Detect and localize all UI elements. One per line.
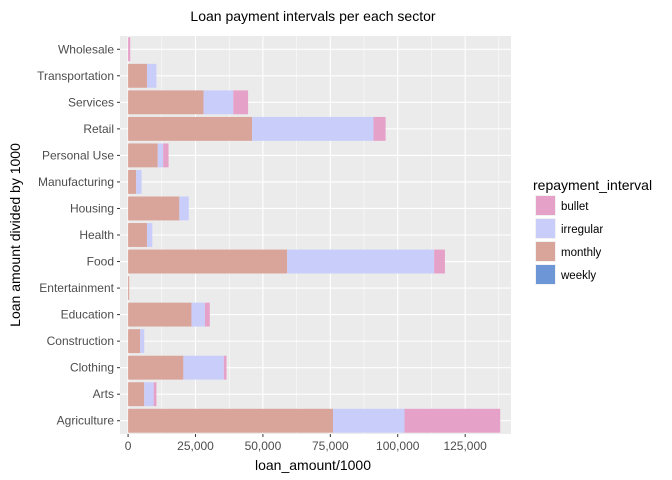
y-tick-label: Manufacturing (38, 175, 114, 189)
x-tick-label: 0 (125, 439, 132, 453)
y-tick-label: Food (87, 255, 114, 269)
legend-items: bullet irregular monthly weekly (535, 195, 603, 285)
bar-arts-bullet (153, 382, 157, 407)
x-tick-label: 125,000 (443, 439, 487, 453)
bar-construction-monthly (128, 329, 141, 354)
y-tick-label: Education (61, 308, 114, 322)
bar-retail-monthly (128, 116, 253, 141)
bar-wholesale-bullet (128, 37, 131, 62)
grid-major (120, 36, 511, 434)
bar-arts-monthly (128, 382, 145, 407)
bar-arts-irregular (144, 382, 154, 407)
bar-transportation-monthly (128, 63, 147, 88)
bar-personal-use-irregular (157, 143, 164, 168)
bar-agriculture-bullet (404, 408, 501, 433)
bar-agriculture-irregular (333, 408, 405, 433)
bar-manufacturing-irregular (136, 169, 142, 194)
bar-services-irregular (203, 90, 234, 115)
bar-food-irregular (287, 249, 435, 274)
bar-retail-irregular (252, 116, 374, 141)
legend-label-monthly: monthly (561, 247, 602, 259)
bar-housing-irregular (179, 196, 189, 221)
bar-retail-bullet (373, 116, 386, 141)
legend-swatch-monthly (536, 242, 555, 261)
x-tick-label: 50,000 (245, 439, 282, 453)
bar-clothing-irregular (183, 355, 224, 380)
bar-health-monthly (128, 223, 147, 247)
bar-education-monthly (128, 302, 192, 327)
bar-clothing-bullet (223, 355, 227, 380)
bar-personal-use-bullet (163, 143, 169, 168)
y-tick-label: Retail (83, 122, 114, 136)
y-tick-label: Services (68, 95, 114, 109)
y-tick-label: Wholesale (58, 42, 114, 56)
bar-housing-monthly (128, 196, 180, 221)
bar-health-irregular (146, 223, 153, 247)
chart-title: Loan payment intervals per each sector (190, 8, 435, 24)
bar-agriculture-monthly (128, 408, 334, 433)
legend-label-weekly: weekly (560, 270, 596, 282)
y-tick-label: Entertainment (39, 281, 114, 295)
bar-construction-irregular (140, 329, 145, 354)
y-tick-label: Agriculture (57, 414, 115, 428)
bars (128, 37, 501, 433)
bar-services-bullet (233, 90, 249, 115)
legend-swatch-bullet (536, 196, 555, 215)
x-tick-label: 75,000 (312, 439, 349, 453)
bar-clothing-monthly (128, 355, 184, 380)
y-tick-label: Arts (93, 387, 114, 401)
y-tick-label: Personal Use (42, 148, 114, 162)
bar-education-bullet (204, 302, 210, 327)
y-tick-label: Construction (47, 334, 114, 348)
bar-services-monthly (128, 90, 204, 115)
legend-swatch-irregular (536, 219, 555, 238)
legend-swatch-weekly (536, 265, 555, 284)
legend-label-bullet: bullet (561, 201, 589, 213)
legend-label-irregular: irregular (561, 224, 603, 236)
bar-manufacturing-monthly (128, 169, 137, 194)
x-axis-ticks: 0 25,000 50,000 75,000 100,000 125,000 (125, 434, 487, 453)
y-tick-label: Clothing (70, 361, 114, 375)
legend-title: repayment_interval (533, 177, 652, 193)
bar-food-monthly (128, 249, 288, 274)
y-axis-ticks: Wholesale Transportation Services Retail Per… (37, 42, 120, 428)
bar-transportation-irregular (146, 63, 157, 88)
y-tick-label: Transportation (37, 69, 114, 83)
y-tick-label: Health (79, 228, 114, 242)
x-axis-title: loan_amount/1000 (255, 457, 371, 473)
bar-food-bullet (434, 249, 445, 274)
y-tick-label: Housing (70, 201, 114, 215)
bar-entertainment-monthly (128, 276, 130, 301)
y-axis-title: Loan amount divided by 1000 (7, 143, 23, 327)
bar-personal-use-monthly (128, 143, 158, 168)
x-tick-label: 25,000 (177, 439, 214, 453)
x-tick-label: 100,000 (376, 439, 420, 453)
bar-education-irregular (191, 302, 205, 327)
legend: repayment_interval bullet irregular monthl… (533, 177, 652, 285)
